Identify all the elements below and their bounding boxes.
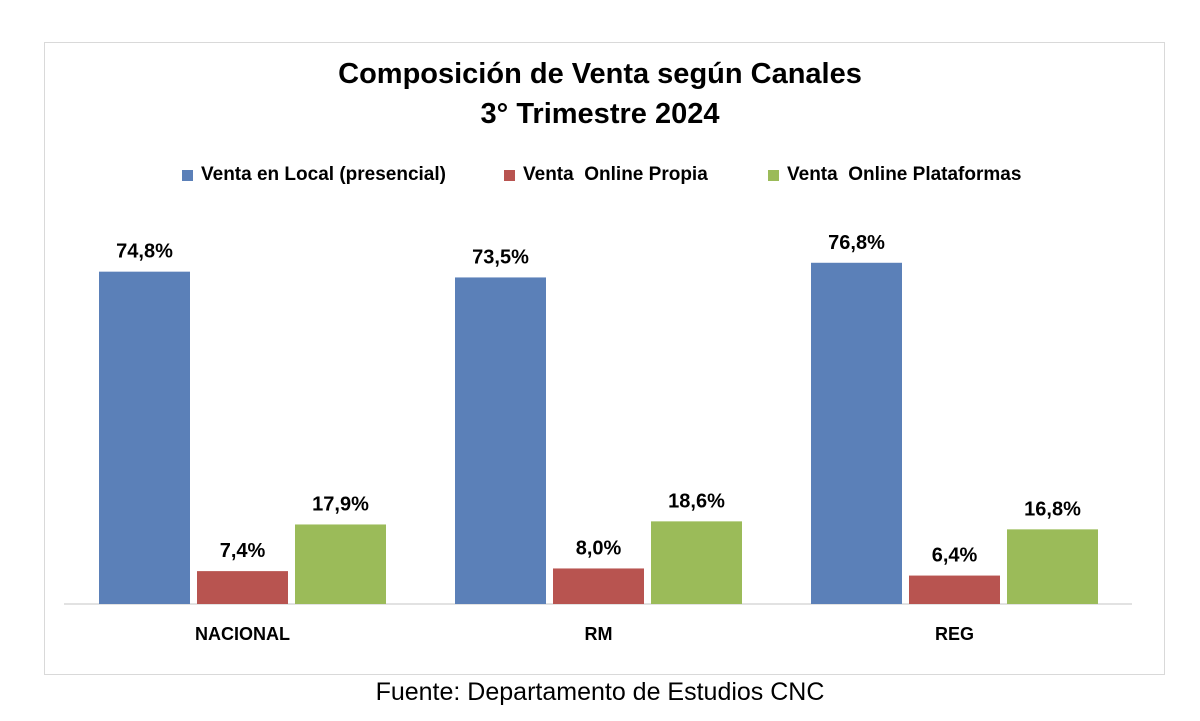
- source-note: Fuente: Departamento de Estudios CNC: [375, 678, 825, 706]
- bar-nacional-venta-en-local-presencial: [99, 271, 190, 604]
- legend-swatch-online-plataformas: [768, 169, 779, 181]
- data-label-reg-venta-online-propia: 6,4%: [932, 545, 978, 567]
- data-label-nacional-venta-online-propia: 7,4%: [220, 540, 266, 562]
- data-label-rm-venta-online-propia: 8,0%: [576, 537, 622, 559]
- legend-item-online-propia: Venta Online Propia: [504, 162, 708, 188]
- legend-swatch-venta-local: [182, 169, 193, 181]
- bar-reg-venta-online-plataformas: [1007, 529, 1098, 604]
- bar-nacional-venta-online-propia: [197, 571, 288, 604]
- legend-item-online-plataformas: Venta Online Plataformas: [768, 162, 1021, 188]
- bar-rm-venta-online-plataformas: [651, 521, 742, 604]
- bar-rm-venta-en-local-presencial: [455, 277, 546, 604]
- bar-reg-venta-online-propia: [909, 575, 1000, 604]
- category-label-nacional: NACIONAL: [195, 624, 290, 644]
- legend-swatch-online-propia: [504, 169, 515, 181]
- chart-subtitle: 3° Trimestre 2024: [480, 98, 720, 130]
- legend-item-venta-local: Venta en Local (presencial): [182, 162, 446, 188]
- legend-label-online-plataformas: Venta Online Plataformas: [787, 164, 1022, 185]
- data-label-reg-venta-en-local-presencial: 76,8%: [828, 232, 885, 254]
- chart-title: Composición de Venta según Canales: [338, 58, 862, 90]
- data-label-nacional-venta-online-plataformas: 17,9%: [312, 493, 369, 515]
- bar-reg-venta-en-local-presencial: [811, 262, 902, 604]
- legend-label-venta-local: Venta en Local (presencial): [201, 164, 446, 185]
- data-label-rm-venta-en-local-presencial: 73,5%: [472, 246, 529, 268]
- data-label-rm-venta-online-plataformas: 18,6%: [668, 490, 725, 512]
- data-label-reg-venta-online-plataformas: 16,8%: [1024, 498, 1081, 520]
- legend: Venta en Local (presencial) Venta Online…: [0, 162, 1200, 188]
- bar-rm-venta-online-propia: [553, 568, 644, 604]
- legend-label-online-propia: Venta Online Propia: [523, 164, 708, 185]
- bar-nacional-venta-online-plataformas: [295, 524, 386, 604]
- category-label-rm: RM: [585, 624, 613, 644]
- category-label-reg: REG: [935, 624, 974, 644]
- data-label-nacional-venta-en-local-presencial: 74,8%: [116, 241, 173, 263]
